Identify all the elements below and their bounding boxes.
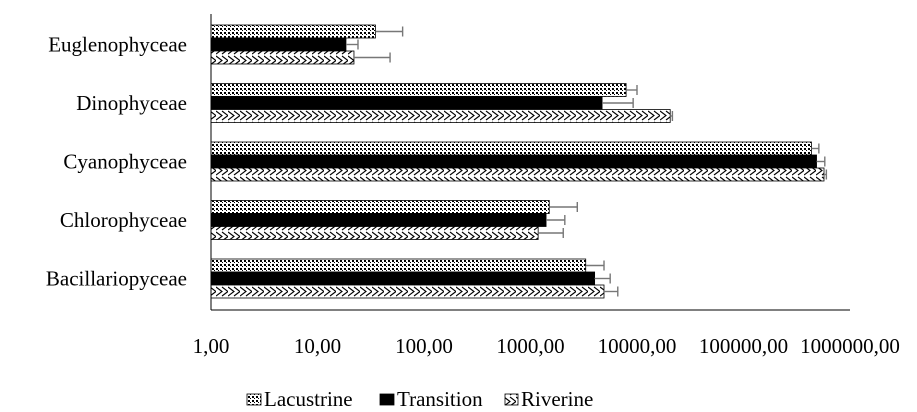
bar-transition-dinophyceae <box>210 96 603 110</box>
bar-lacustrine-dinophyceae <box>210 83 627 97</box>
legend-label-riverine: Riverine <box>521 387 593 411</box>
bar-riverine-dinophyceae <box>210 109 671 123</box>
x-tick-label-6: 1000000,00 <box>800 334 900 358</box>
error-bar-transition-chlorophyceae <box>546 215 566 225</box>
legend-swatch-transition <box>379 393 395 406</box>
bar-lacustrine-cyanophyceae <box>210 141 812 156</box>
x-axis-tick-labels: 1,00 10,00 100,00 1000,00 10000,00 100000,00 1… <box>193 334 900 358</box>
error-bar-lacustrine-dinophyceae <box>626 85 638 95</box>
category-label-chlorophyceae: Chlorophyceae <box>60 208 187 232</box>
plot-area <box>210 14 850 311</box>
x-tick-label-1: 10,00 <box>294 334 341 358</box>
legend-item-riverine: Riverine <box>504 387 593 411</box>
error-bar-lacustrine-cyanophyceae <box>811 143 820 154</box>
legend-item-transition: Transition <box>379 387 483 411</box>
x-tick-label-3: 1000,00 <box>496 334 564 358</box>
error-bar-transition-cyanophyceae <box>816 156 826 167</box>
category-label-bacillariopyceae: Bacillariopyceae <box>46 267 187 291</box>
bar-transition-cyanophyceae <box>210 154 817 169</box>
x-tick-label-5: 100000,00 <box>699 334 788 358</box>
legend-swatch-lacustrine <box>246 393 262 406</box>
category-label-dinophyceae: Dinophyceae <box>76 91 187 115</box>
legend-item-lacustrine: Lacustrine <box>246 387 353 411</box>
bar-lacustrine-bacillariopyceae <box>210 258 587 273</box>
x-tick-label-4: 10000,00 <box>598 334 677 358</box>
error-bar-transition-bacillariopyceae <box>594 273 611 284</box>
legend-label-transition: Transition <box>397 387 483 411</box>
bar-riverine-bacillariopyceae <box>210 284 605 299</box>
bar-transition-bacillariopyceae <box>210 271 596 286</box>
error-bar-riverine-cyanophyceae <box>824 169 828 180</box>
bar-transition-chlorophyceae <box>210 213 547 227</box>
bar-transition-euglenophyceae <box>210 37 347 52</box>
bar-lacustrine-chlorophyceae <box>210 200 550 214</box>
category-axis-labels: Euglenophyceae Dinophyceae Cyanophyceae Chl… <box>46 33 187 291</box>
legend-swatch-riverine <box>504 393 519 406</box>
x-tick-label-0: 1,00 <box>193 334 230 358</box>
x-tick-label-2: 100,00 <box>395 334 453 358</box>
error-bar-riverine-dinophyceae <box>670 111 674 121</box>
error-bar-lacustrine-bacillariopyceae <box>585 260 605 271</box>
error-bar-transition-euglenophyceae <box>345 39 359 50</box>
legend: Lacustrine Transition Riverine <box>246 387 593 411</box>
error-bar-lacustrine-chlorophyceae <box>549 202 578 212</box>
error-bar-riverine-euglenophyceae <box>353 52 391 63</box>
bar-riverine-cyanophyceae <box>210 167 825 182</box>
error-bar-transition-dinophyceae <box>602 98 634 108</box>
bar-riverine-chlorophyceae <box>210 226 539 240</box>
legend-label-lacustrine: Lacustrine <box>264 387 353 411</box>
category-label-euglenophyceae: Euglenophyceae <box>48 33 187 57</box>
error-bar-riverine-bacillariopyceae <box>604 286 619 297</box>
error-bar-lacustrine-euglenophyceae <box>375 26 404 37</box>
bar-riverine-euglenophyceae <box>210 50 355 65</box>
bar-lacustrine-euglenophyceae <box>210 24 376 39</box>
error-bar-riverine-chlorophyceae <box>538 228 564 238</box>
category-label-cyanophyceae: Cyanophyceae <box>63 150 187 174</box>
